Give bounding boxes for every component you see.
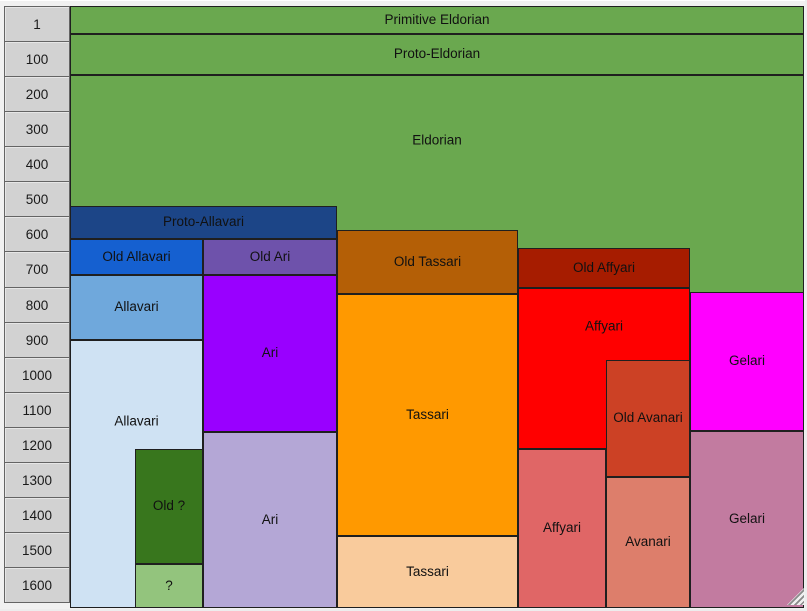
block-old-affyari[interactable]: Old Affyari [518, 248, 690, 288]
block-tassari-middle[interactable]: Tassari [337, 294, 518, 536]
year-cell-300: 300 [4, 111, 70, 147]
year-label: 1500 [21, 542, 53, 558]
year-label: 200 [25, 86, 49, 102]
block-gelari-middle[interactable]: Gelari [690, 292, 804, 431]
block-label: Proto-Allavari [162, 214, 245, 230]
block-label: Affyari [542, 520, 581, 536]
block-label: Old Avanari [613, 410, 683, 426]
block-label: Ari [261, 511, 279, 527]
block-old-allavari[interactable]: Old Allavari [70, 239, 203, 275]
year-cell-100: 100 [4, 41, 70, 77]
block-label: Primitive Eldorian [384, 11, 490, 27]
block-label: Proto-Eldorian [393, 46, 481, 62]
block-proto-allavari[interactable]: Proto-Allavari [70, 206, 337, 239]
block-label: Gelari [728, 353, 765, 369]
canvas-right-edge [805, 0, 807, 611]
block-ari-middle[interactable]: Ari [203, 275, 337, 432]
block-label: ? [165, 577, 173, 593]
block-label: Tassari [406, 563, 449, 579]
block-old-question[interactable]: Old ? [135, 449, 203, 564]
block-ari-late[interactable]: Ari [203, 432, 337, 608]
year-label: 700 [25, 262, 49, 277]
block-label: Allavari [114, 413, 159, 429]
block-allavari-middle[interactable]: Allavari [70, 275, 203, 340]
year-cell-700: 700 [4, 251, 70, 288]
block-label: Old Affyari [572, 259, 636, 275]
block-old-avanari[interactable]: Old Avanari [606, 360, 690, 477]
year-cell-1: 1 [4, 6, 70, 42]
year-cell-1200: 1200 [4, 427, 70, 463]
block-label: Old ? [152, 498, 186, 514]
block-label: Old Tassari [393, 253, 462, 269]
year-cell-1000: 1000 [4, 357, 70, 393]
year-label: 1000 [21, 367, 53, 383]
year-label: 400 [25, 156, 49, 172]
block-primitive-eldorian[interactable]: Primitive Eldorian [70, 6, 804, 34]
block-old-ari[interactable]: Old Ari [203, 239, 337, 275]
year-label: 1300 [21, 472, 53, 488]
year-label: 1200 [21, 437, 53, 453]
year-cell-500: 500 [4, 181, 70, 217]
block-label: Eldorian [412, 132, 462, 148]
block-label: Allavari [114, 299, 159, 315]
block-avanari[interactable]: Avanari [606, 477, 690, 608]
year-label: 800 [25, 297, 49, 313]
year-cell-1100: 1100 [4, 392, 70, 428]
block-label: Tassari [406, 406, 449, 422]
year-label: 900 [25, 332, 49, 348]
year-label: 300 [25, 121, 49, 137]
year-cell-600: 600 [4, 216, 70, 252]
block-proto-eldorian[interactable]: Proto-Eldorian [70, 34, 804, 75]
year-cell-900: 900 [4, 322, 70, 358]
year-cell-1400: 1400 [4, 497, 70, 533]
block-tassari-late[interactable]: Tassari [337, 536, 518, 608]
block-label: Ari [261, 345, 279, 361]
year-cell-800: 800 [4, 287, 70, 323]
block-label: Affyari [584, 318, 623, 334]
year-label: 500 [25, 191, 49, 207]
block-label: Gelari [728, 511, 765, 527]
year-cell-400: 400 [4, 146, 70, 182]
year-label: 100 [25, 51, 49, 67]
year-label: 1600 [21, 577, 53, 593]
year-label: 600 [25, 226, 49, 242]
year-cell-1600: 1600 [4, 567, 70, 603]
block-label: Old Ari [249, 248, 291, 264]
block-gelari-late[interactable]: Gelari [690, 431, 804, 608]
year-label: 1100 [22, 402, 52, 418]
year-cell-200: 200 [4, 76, 70, 112]
year-label: 1 [33, 16, 41, 32]
block-question[interactable]: ? [135, 564, 203, 608]
block-label: Old Allavari [102, 248, 171, 264]
year-cell-1300: 1300 [4, 462, 70, 498]
block-label: Avanari [625, 534, 671, 550]
canvas-bottom-edge [0, 609, 807, 611]
block-old-tassari[interactable]: Old Tassari [337, 230, 518, 294]
year-cell-1500: 1500 [4, 532, 70, 568]
year-label: 1400 [21, 507, 53, 523]
block-affyari-late[interactable]: Affyari [518, 449, 606, 608]
